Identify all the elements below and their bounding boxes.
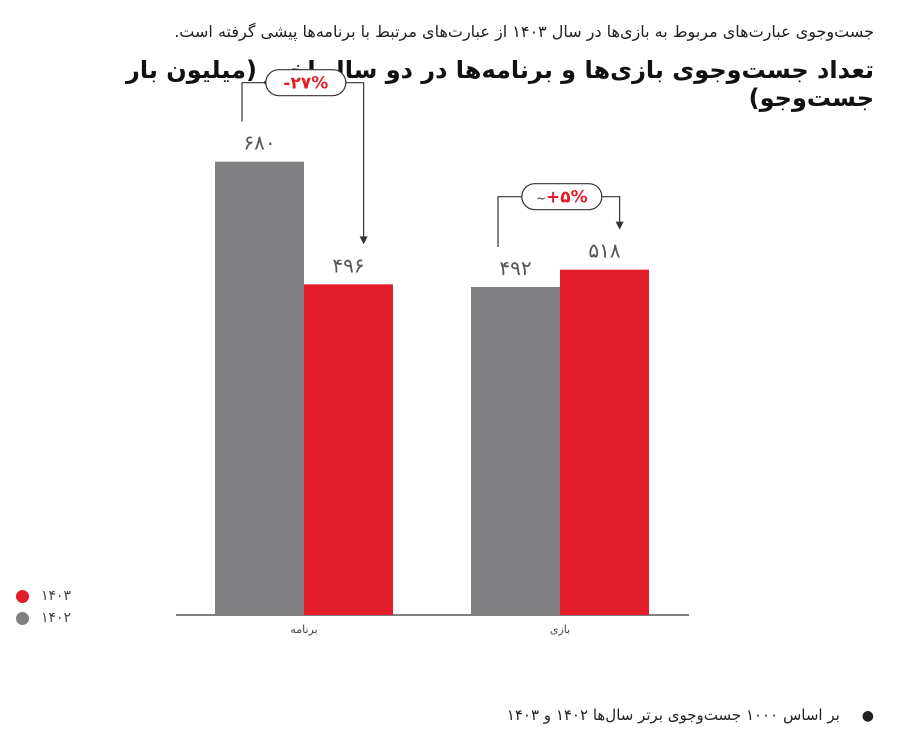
bullet-icon: ● xyxy=(861,708,874,724)
change-arrow-0 xyxy=(359,236,368,245)
value-label-1-0: ۴۹۲ xyxy=(499,256,531,280)
value-label-0-0: ۶۸۰ xyxy=(243,131,275,155)
change-prefix-1: ~ xyxy=(536,192,546,206)
change-arrow-1 xyxy=(615,221,624,230)
change-label-1: ~+۵% xyxy=(536,188,588,208)
legend-item-1403: ۱۴۰۳ xyxy=(16,587,71,605)
legend: ۱۴۰۳ ۱۴۰۲ xyxy=(16,587,71,631)
change-pill-1 xyxy=(521,183,603,211)
value-label-1-1: ۵۱۸ xyxy=(588,239,620,263)
footnote: ● بر اساس ۱۰۰۰ جست‌وجوی برتر سال‌ها ۱۴۰۲ … xyxy=(507,706,874,724)
change-pill-0 xyxy=(265,69,347,97)
bar-0-0 xyxy=(215,161,304,615)
chart-subtitle: جست‌وجوی عبارت‌های مربوط به بازی‌ها در س… xyxy=(174,22,874,41)
change-value-1: +۵% xyxy=(546,188,588,208)
legend-swatch-1403 xyxy=(16,589,29,603)
bar-1-1 xyxy=(560,269,649,615)
legend-item-1402: ۱۴۰۲ xyxy=(16,609,71,627)
change-label-0: -۲۷% xyxy=(283,74,328,94)
category-label-0: برنامه xyxy=(290,623,317,636)
change-value-0: -۲۷% xyxy=(283,74,328,94)
bar-1-0 xyxy=(471,287,560,615)
legend-label-1402: ۱۴۰۲ xyxy=(41,610,72,626)
legend-label-1403: ۱۴۰۳ xyxy=(41,588,72,604)
legend-swatch-1402 xyxy=(16,611,29,625)
bar-0-1 xyxy=(304,284,393,615)
chart-title: تعداد جست‌وجوی بازی‌ها و برنامه‌ها در دو… xyxy=(126,56,874,112)
footnote-text: بر اساس ۱۰۰۰ جست‌وجوی برتر سال‌ها ۱۴۰۲ و… xyxy=(506,706,840,724)
value-label-0-1: ۴۹۶ xyxy=(332,253,364,277)
category-label-1: بازی xyxy=(550,623,570,636)
